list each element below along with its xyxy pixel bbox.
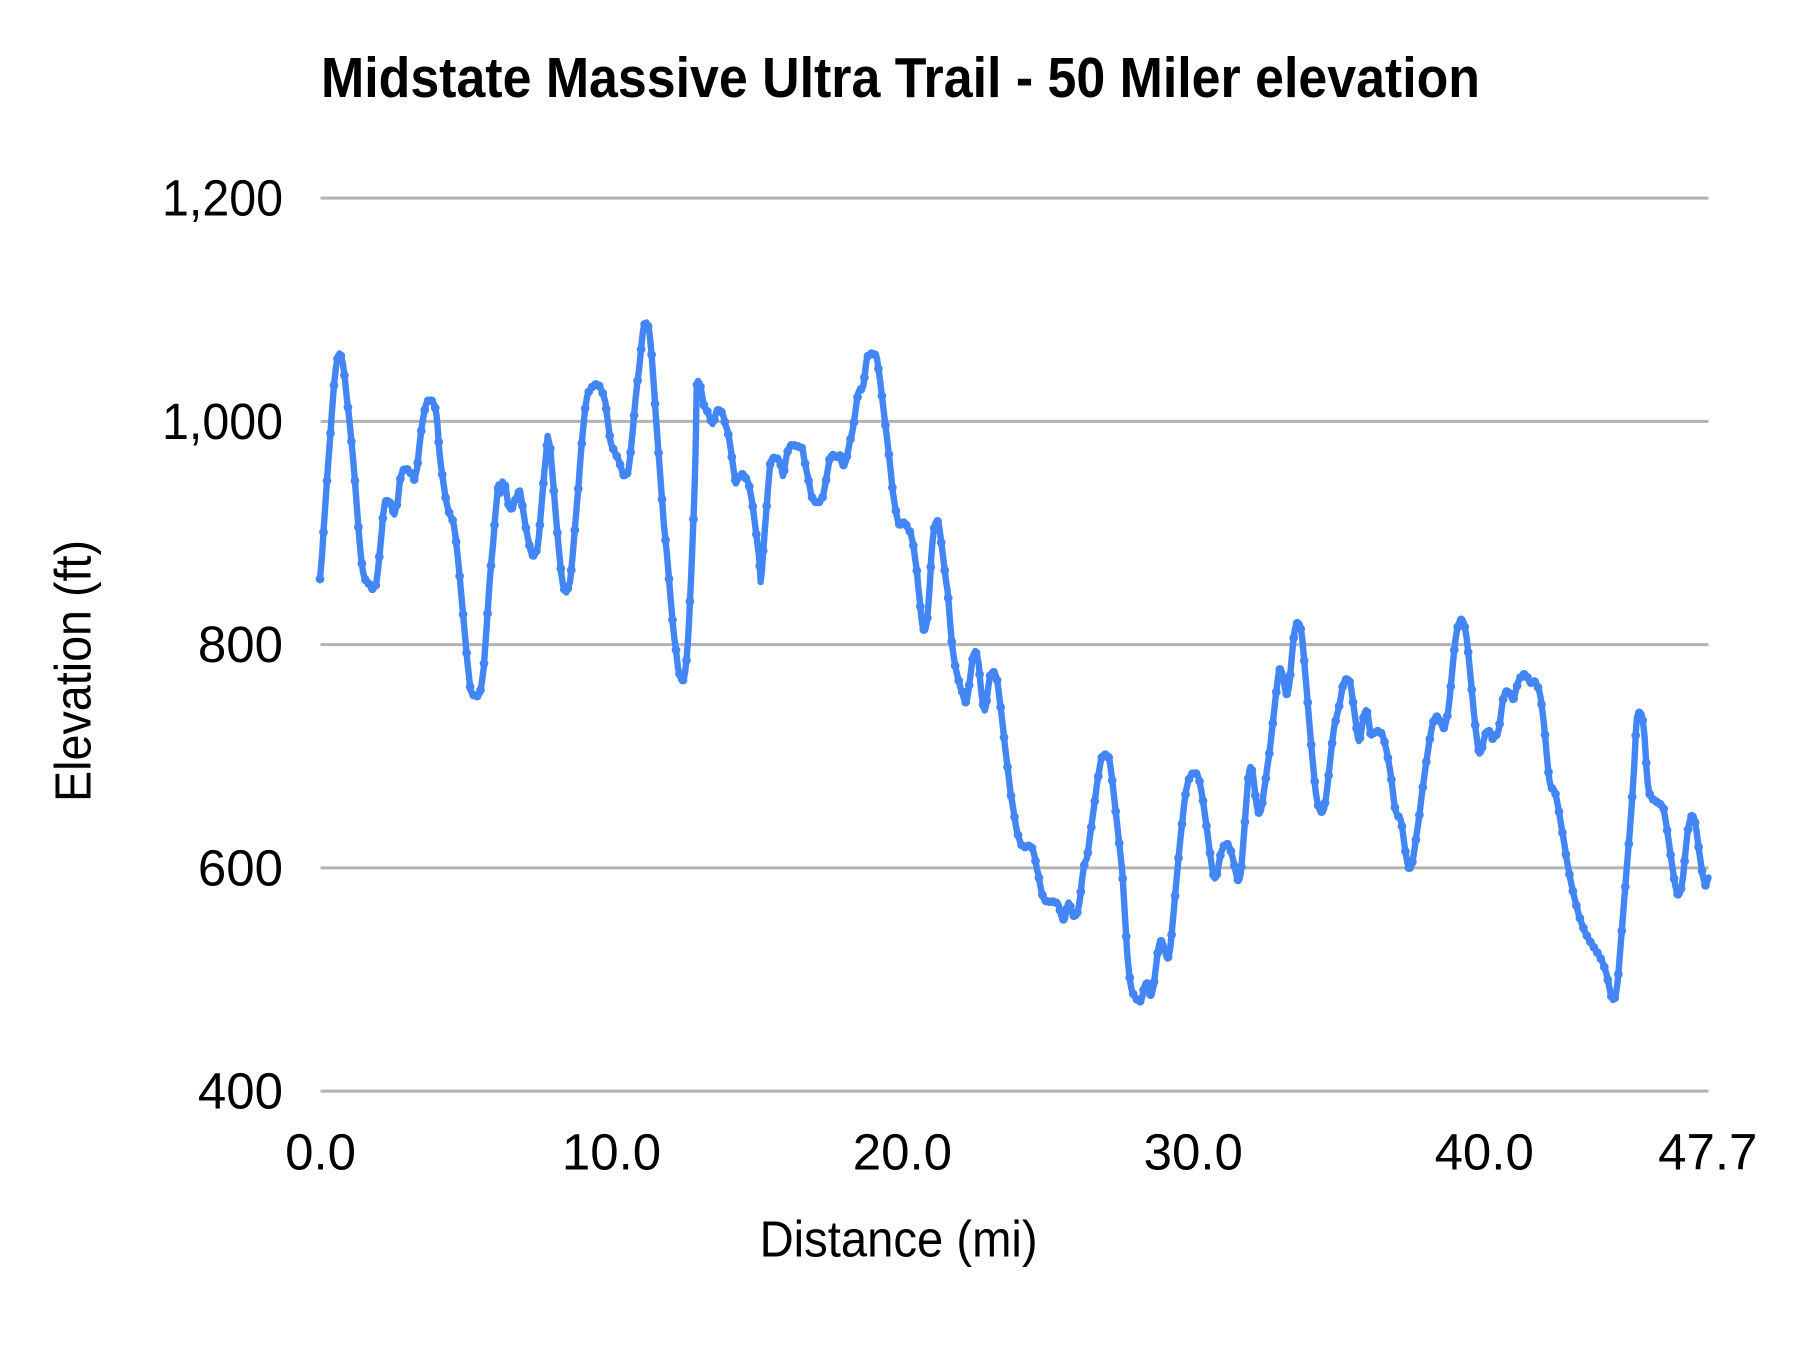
svg-text:20.0: 20.0 <box>853 1124 952 1181</box>
svg-text:Distance (mi): Distance (mi) <box>760 1210 1038 1267</box>
svg-text:600: 600 <box>198 839 283 896</box>
svg-text:10.0: 10.0 <box>562 1124 661 1181</box>
svg-text:40.0: 40.0 <box>1435 1124 1534 1181</box>
svg-text:1,200: 1,200 <box>162 170 283 227</box>
svg-text:0.0: 0.0 <box>285 1124 356 1181</box>
svg-text:Midstate Massive Ultra Trail -: Midstate Massive Ultra Trail - 50 Miler … <box>321 46 1480 110</box>
svg-text:Elevation (ft): Elevation (ft) <box>44 540 101 802</box>
svg-text:1,000: 1,000 <box>162 393 283 450</box>
svg-text:30.0: 30.0 <box>1144 1124 1243 1181</box>
svg-text:800: 800 <box>198 616 283 673</box>
svg-text:400: 400 <box>198 1063 283 1120</box>
svg-text:47.7: 47.7 <box>1658 1124 1757 1181</box>
